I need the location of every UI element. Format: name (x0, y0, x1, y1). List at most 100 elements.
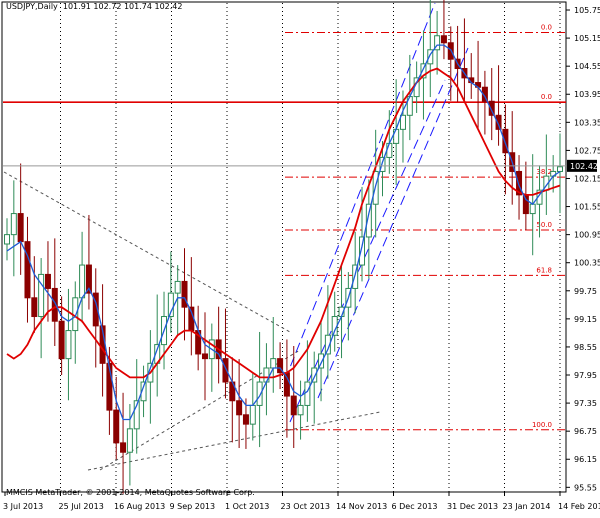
candle-body (256, 381, 263, 406)
fib-label: 38.2 (536, 168, 552, 176)
candle-body (557, 166, 563, 172)
candle-body (502, 128, 509, 154)
x-tick-label: 6 Dec 2013 (392, 502, 438, 511)
candle-body (283, 372, 290, 397)
fib-label: 100.0 (532, 421, 552, 429)
candle-body (263, 367, 270, 383)
candle-body (133, 400, 140, 430)
candle-body (488, 100, 495, 116)
candle-body (222, 358, 229, 383)
x-tick-label: 23 Jan 2014 (503, 502, 551, 511)
triangle-trendline (3, 171, 291, 333)
x-tick-label: 14 Nov 2013 (336, 502, 387, 511)
candle-body (297, 404, 304, 416)
candle-body (31, 297, 38, 318)
symbol-name: USDJPY,Daily (6, 2, 58, 11)
candle-body (106, 362, 113, 411)
candle-body (399, 114, 406, 130)
candle-body (236, 400, 243, 416)
y-tick-label: 97.95 (574, 371, 597, 380)
y-tick-label: 101.55 (574, 203, 600, 212)
candle-body (529, 203, 536, 215)
y-tick-label: 95.55 (574, 483, 597, 492)
ohlc-values: 101.91 102.72 101.74 102.42 (62, 2, 183, 11)
candle-body (304, 381, 311, 406)
candle-body (24, 241, 31, 299)
plot-frame (1, 1, 567, 493)
candle-body (181, 280, 188, 308)
price-label: 102.42 (570, 162, 598, 171)
price-label-background (567, 159, 597, 172)
fast-moving-average-line (6, 44, 561, 421)
candle-body (495, 114, 502, 130)
y-tick-label: 100.35 (574, 259, 600, 268)
candle-body (434, 35, 441, 51)
y-tick-label: 103.35 (574, 118, 600, 127)
x-tick-label: 1 Oct 2013 (225, 502, 269, 511)
current-price-line: 102.42 (3, 159, 598, 172)
candle-body (58, 320, 65, 360)
candle-body (242, 414, 249, 425)
x-axis: 3 Jul 2013 25 Jul 2013 16 Aug 2013 9 Sep 20… (3, 492, 600, 511)
candle-body (10, 213, 17, 236)
candle-body (290, 395, 297, 416)
y-tick-label: 98.55 (574, 343, 597, 352)
moving-averages (6, 44, 561, 421)
x-tick-label: 3 Jul 2013 (3, 502, 43, 511)
y-tick-label: 103.95 (574, 90, 600, 99)
copyright-text: MMCIS MetaTrader, © 2001-2014, MetaQuote… (6, 488, 255, 497)
candle-body (359, 236, 366, 266)
y-tick-label: 104.55 (574, 62, 600, 71)
candle-body (79, 264, 86, 299)
candle-body (113, 409, 120, 444)
candle-body (44, 273, 51, 289)
candle-body (72, 297, 79, 332)
candle-body (249, 404, 256, 425)
candle-body (140, 381, 147, 402)
slow-moving-average-line (6, 67, 561, 379)
x-tick-label: 9 Sep 2013 (170, 502, 216, 511)
candle-body (17, 213, 24, 243)
x-tick-label: 16 Aug 2013 (114, 502, 165, 511)
y-tick-label: 97.35 (574, 399, 597, 408)
candle-body (324, 334, 331, 355)
x-tick-label: 25 Jul 2013 (59, 502, 104, 511)
candle-body (92, 292, 99, 327)
y-tick-label: 100.95 (574, 231, 600, 240)
y-tick-label: 99.15 (574, 315, 597, 324)
candle-body (201, 353, 208, 360)
fib-label: 0.0 (541, 23, 552, 31)
candle-body (4, 234, 10, 245)
channel-line (289, 79, 446, 423)
candle-body (318, 353, 325, 369)
y-tick-label: 96.15 (574, 455, 597, 464)
candle-body (522, 194, 529, 215)
candle-body (126, 428, 133, 453)
candle-body (420, 63, 427, 79)
channel-line (317, 47, 469, 399)
fib-label: 61.8 (536, 266, 552, 274)
symbol-header: USDJPY,Daily 101.91 102.72 101.74 102.42 (6, 2, 182, 11)
y-tick-label: 102.75 (574, 146, 600, 155)
candle-body (365, 203, 372, 238)
candle-body (440, 35, 447, 44)
candle-body (311, 367, 318, 383)
candle-body (277, 358, 284, 374)
candle-body (85, 264, 92, 294)
y-tick-label: 102.15 (574, 174, 600, 183)
candle-body (167, 292, 174, 318)
fibonacci-levels: 0.0 0.0 38.2 50.0 61.8 100.0 (3, 23, 566, 431)
fib-label: 0.0 (541, 93, 552, 101)
fib-label: 50.0 (536, 221, 552, 229)
candle-body (174, 280, 181, 294)
candle-body (270, 358, 277, 369)
y-tick-label: 99.75 (574, 287, 597, 296)
candle-body (516, 170, 523, 196)
x-tick-label: 23 Oct 2013 (281, 502, 330, 511)
triangle-trendline (87, 411, 381, 471)
candle-body (386, 142, 393, 158)
candle-body (427, 49, 434, 65)
x-tick-label: 31 Dec 2013 (447, 502, 498, 511)
